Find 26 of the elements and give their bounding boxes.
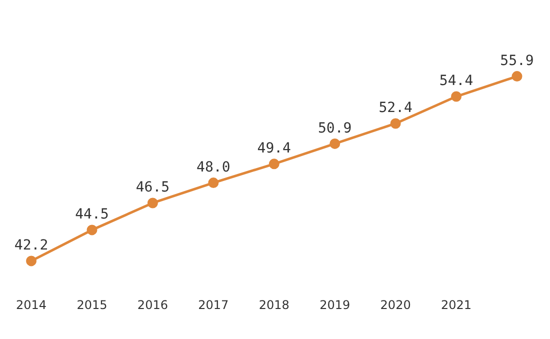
point bbox=[390, 118, 401, 129]
data-label: 44.5 bbox=[75, 206, 109, 223]
point bbox=[451, 91, 462, 102]
x-tick-label: 2017 bbox=[198, 298, 229, 312]
point bbox=[512, 71, 522, 82]
point bbox=[26, 256, 37, 266]
x-tick-label: 2018 bbox=[258, 298, 290, 312]
data-label: 50.9 bbox=[318, 120, 352, 136]
x-tick-label: 2014 bbox=[16, 298, 47, 312]
x-tick-label: 2019 bbox=[320, 298, 350, 312]
data-label: 49.4 bbox=[257, 140, 291, 157]
point bbox=[208, 178, 219, 188]
x-tick-label: 2021 bbox=[441, 298, 472, 312]
point bbox=[268, 158, 280, 170]
x-tick-label: 2016 bbox=[137, 298, 168, 312]
point bbox=[330, 138, 340, 149]
data-label: 42.2 bbox=[14, 238, 48, 254]
data-label: 55.9 bbox=[500, 52, 534, 69]
data-label: 54.4 bbox=[439, 73, 474, 90]
data-label: 46.5 bbox=[136, 180, 170, 196]
data-label: 52.4 bbox=[378, 100, 412, 116]
data-label: 48.0 bbox=[196, 159, 230, 176]
point bbox=[147, 198, 158, 208]
x-tick-label: 2020 bbox=[380, 298, 411, 312]
x-tick-label: 2015 bbox=[76, 298, 108, 312]
point bbox=[86, 224, 98, 236]
